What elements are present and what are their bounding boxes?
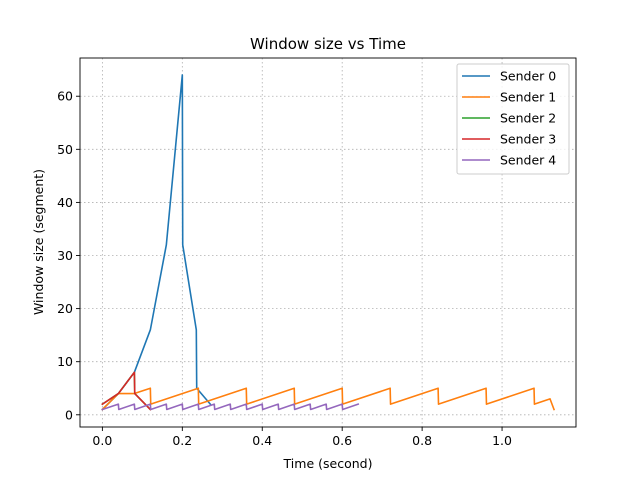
y-axis-label: Window size (segment) <box>31 169 46 315</box>
grid <box>80 58 576 427</box>
legend-label: Sender 3 <box>500 132 556 147</box>
legend-label: Sender 2 <box>500 111 556 126</box>
series-lines <box>101 74 556 411</box>
chart-title: Window size vs Time <box>250 35 406 53</box>
series-line-sender-3 <box>101 371 152 411</box>
y-tick-label: 60 <box>57 89 73 104</box>
plot-frame <box>79 57 577 428</box>
y-tick-label: 30 <box>57 248 73 263</box>
x-tick-label: 1.0 <box>492 433 512 448</box>
y-tick-label: 20 <box>57 301 73 316</box>
series-line-sender-4 <box>101 403 360 411</box>
y-tick-label: 10 <box>57 354 73 369</box>
x-tick-label: 0.6 <box>332 433 352 448</box>
legend-box <box>456 63 570 175</box>
legend-label: Sender 1 <box>500 90 556 105</box>
legend-label: Sender 4 <box>500 153 556 168</box>
x-tick-label: 0.2 <box>172 433 192 448</box>
x-tick-label: 0.4 <box>252 433 272 448</box>
x-axis-label: Time (second) <box>283 456 373 471</box>
y-tick-label: 50 <box>57 142 73 157</box>
x-axis-ticks: 0.0 0.2 0.4 0.6 0.8 1.0 <box>92 427 512 448</box>
legend: Sender 0 Sender 1 Sender 2 Sender 3 Sender 4 <box>456 63 570 175</box>
x-tick-label: 0.8 <box>412 433 432 448</box>
legend-label: Sender 0 <box>500 69 556 84</box>
x-tick-label: 0.0 <box>92 433 112 448</box>
y-tick-label: 0 <box>65 407 73 422</box>
series-line-sender-1 <box>101 387 556 411</box>
y-axis-ticks: 0 10 20 30 40 50 60 <box>57 89 80 422</box>
y-tick-label: 40 <box>57 195 73 210</box>
